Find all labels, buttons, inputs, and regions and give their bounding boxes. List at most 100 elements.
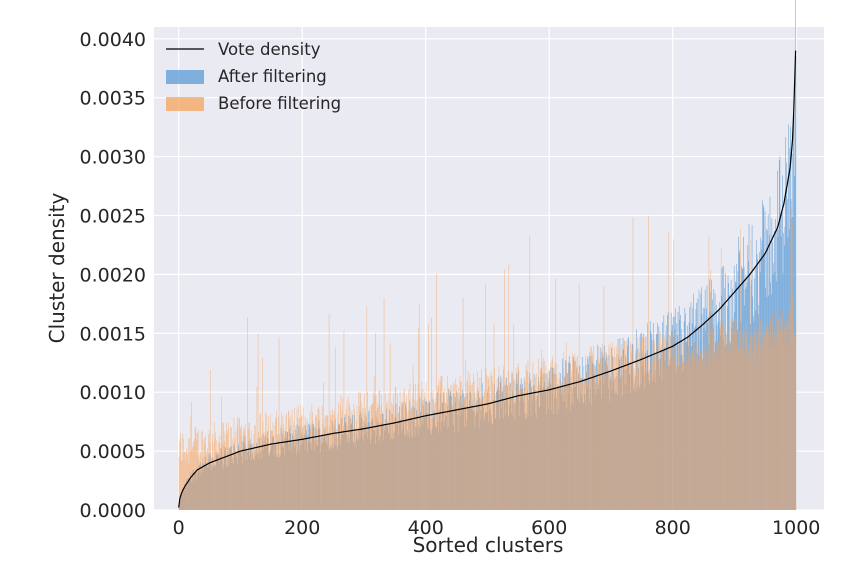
before-bar (220, 435, 222, 510)
before-bar (563, 351, 565, 510)
before-bar (357, 430, 358, 510)
before-bar (663, 352, 665, 510)
y-tick-label-6: 0.0030 (80, 147, 146, 169)
before-bar (401, 400, 403, 510)
before-bar (726, 331, 728, 510)
before-bar (706, 363, 707, 510)
before-bar (740, 338, 742, 510)
before-bar (632, 217, 634, 510)
before-bar (761, 332, 763, 510)
before-bar (366, 306, 368, 510)
before-bar (299, 418, 301, 510)
before-bar (518, 367, 520, 510)
before-bar (298, 444, 300, 510)
before-bar (326, 414, 328, 510)
before-bar (618, 355, 620, 510)
before-bar (397, 420, 399, 510)
before-bar (640, 359, 642, 510)
before-bar (321, 405, 323, 510)
before-bar (246, 454, 247, 510)
before-bar (560, 382, 562, 510)
before-bar (701, 326, 702, 510)
before-bar (200, 431, 202, 510)
before-bar (391, 414, 393, 510)
before-bar (699, 351, 701, 510)
before-bar (530, 397, 531, 510)
before-bar (422, 388, 424, 510)
before-bar (591, 346, 592, 510)
before-bar (583, 366, 584, 510)
before-bar (627, 364, 629, 510)
before-bar (634, 368, 636, 510)
before-bar (352, 432, 354, 510)
before-bar (581, 383, 583, 510)
before-bar (712, 331, 713, 510)
before-bar (740, 229, 741, 510)
before-bar (554, 373, 555, 510)
before-bar (374, 396, 376, 510)
before-bar (367, 428, 369, 510)
before-bar (401, 406, 402, 510)
before-bar (557, 377, 559, 510)
before-bar (741, 316, 742, 510)
before-bar (441, 376, 443, 510)
before-bar (685, 330, 686, 510)
before-bar (731, 319, 733, 510)
before-bar (578, 374, 579, 510)
before-bar (438, 385, 439, 510)
before-bar (428, 410, 430, 510)
before-bar (415, 401, 417, 510)
before-bar (625, 370, 626, 510)
before-bar (590, 362, 592, 510)
before-bar (340, 395, 342, 510)
before-bar (323, 429, 325, 510)
before-bar (686, 360, 687, 510)
before-bar (480, 398, 481, 510)
x-tick-label-5: 1000 (772, 517, 820, 539)
before-filtering-bars (178, 207, 797, 511)
before-bar (293, 429, 295, 510)
before-bar (344, 425, 345, 510)
before-bar (696, 345, 697, 510)
before-bar (215, 431, 216, 510)
before-bar (556, 374, 557, 510)
before-bar (291, 440, 292, 510)
before-bar (644, 337, 646, 510)
before-bar (258, 445, 260, 510)
before-bar (178, 456, 180, 510)
before-bar (441, 375, 442, 510)
y-tick-label-8: 0.0040 (80, 29, 146, 51)
before-bar (265, 412, 266, 510)
before-bar (789, 326, 791, 510)
before-bar (767, 326, 769, 510)
before-bar (788, 308, 790, 510)
before-bar (666, 338, 668, 510)
before-bar (620, 377, 621, 510)
before-bar (565, 342, 567, 510)
before-bar (497, 405, 499, 510)
before-bar (493, 322, 495, 510)
before-bar (479, 405, 481, 510)
before-bar (744, 318, 746, 510)
before-bar (360, 402, 362, 510)
before-bar (259, 415, 261, 510)
before-bar (459, 392, 460, 510)
before-bar (472, 398, 474, 510)
before-bar (207, 448, 208, 510)
before-bar (595, 382, 597, 510)
before-bar (555, 279, 557, 510)
before-bar (333, 414, 335, 510)
before-bar (722, 322, 724, 510)
before-bar (682, 340, 684, 510)
before-bar (207, 458, 209, 510)
before-bar (425, 413, 426, 510)
before-bar (302, 428, 303, 510)
before-bar (433, 417, 435, 510)
before-bar (525, 364, 527, 510)
before-bar (730, 353, 731, 510)
before-bar (396, 403, 398, 510)
before-bar (756, 342, 757, 510)
before-bar (678, 346, 679, 510)
before-bar (188, 463, 190, 510)
before-bar (420, 391, 422, 510)
